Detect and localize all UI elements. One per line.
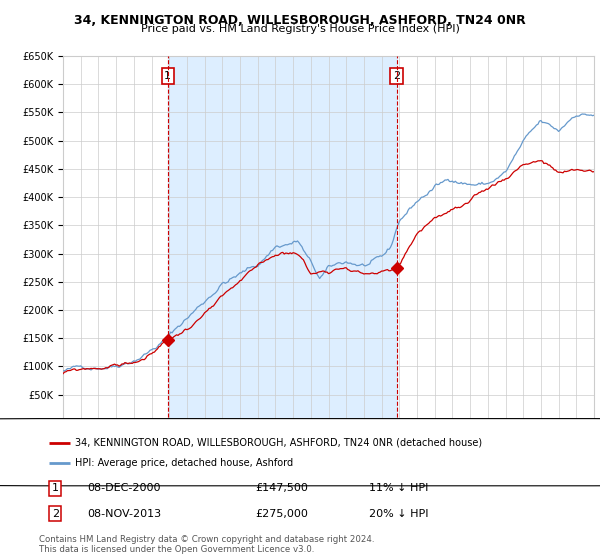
Text: £147,500: £147,500 — [255, 483, 308, 493]
Text: 08-NOV-2013: 08-NOV-2013 — [87, 508, 161, 519]
Text: 2: 2 — [393, 71, 400, 81]
Text: Contains HM Land Registry data © Crown copyright and database right 2024.
This d: Contains HM Land Registry data © Crown c… — [39, 535, 374, 554]
Text: HPI: Average price, detached house, Ashford: HPI: Average price, detached house, Ashf… — [75, 458, 293, 468]
Text: 34, KENNINGTON ROAD, WILLESBOROUGH, ASHFORD, TN24 0NR (detached house): 34, KENNINGTON ROAD, WILLESBOROUGH, ASHF… — [75, 438, 482, 448]
Text: 1: 1 — [164, 71, 171, 81]
Text: 20% ↓ HPI: 20% ↓ HPI — [369, 508, 428, 519]
FancyBboxPatch shape — [0, 419, 600, 486]
Text: Price paid vs. HM Land Registry's House Price Index (HPI): Price paid vs. HM Land Registry's House … — [140, 24, 460, 34]
Text: 08-DEC-2000: 08-DEC-2000 — [87, 483, 161, 493]
Text: 1: 1 — [52, 483, 59, 493]
Text: 11% ↓ HPI: 11% ↓ HPI — [369, 483, 428, 493]
Text: £275,000: £275,000 — [255, 508, 308, 519]
Text: 34, KENNINGTON ROAD, WILLESBOROUGH, ASHFORD, TN24 0NR: 34, KENNINGTON ROAD, WILLESBOROUGH, ASHF… — [74, 14, 526, 27]
Text: 2: 2 — [52, 508, 59, 519]
